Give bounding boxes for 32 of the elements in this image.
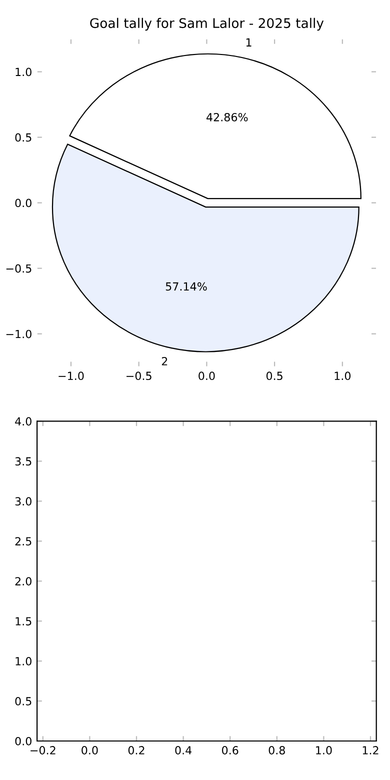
x-tick-label: 1.2 [362, 746, 378, 754]
y-tick-label: 4.0 [15, 417, 32, 426]
slice-label: 2 [162, 357, 168, 366]
y-tick-label: 0.5 [15, 697, 32, 706]
x-tick-label: 0.2 [128, 746, 144, 754]
y-tick-label: 1.0 [16, 68, 32, 76]
y-tick-label: 2.5 [15, 537, 32, 546]
x-tick-label: 0.6 [222, 746, 238, 754]
data-label: 57.14% [166, 282, 207, 291]
x-tick-label: 0.5 [266, 372, 282, 380]
y-tick-label: −0.5 [6, 264, 32, 273]
y-tick-label: 0.0 [15, 736, 32, 746]
x-tick-label: 0.0 [82, 746, 98, 754]
y-tick-label: 0.5 [15, 133, 32, 142]
y-tick-label: 1.0 [16, 657, 32, 666]
y-tick-label: 1.5 [16, 617, 32, 626]
x-tick-label: 0.4 [175, 746, 192, 754]
x-tick-label: −1.0 [58, 372, 84, 380]
data-label: 42.86% [206, 112, 248, 122]
y-tick-label: 3.5 [15, 457, 32, 466]
y-tick-label: −1.0 [6, 330, 32, 338]
y-tick-label: 3.0 [15, 497, 32, 506]
y-tick-label: 2.0 [15, 577, 32, 586]
x-tick-label: 0.0 [198, 372, 215, 380]
x-tick-label: 1.0 [334, 372, 351, 380]
x-tick-label: −0.5 [126, 372, 152, 380]
chart-title: Goal tally for Sam Lalor - 2025 tally [90, 18, 324, 31]
y-tick-label: 0.0 [15, 198, 32, 208]
slice-label: 1 [246, 38, 252, 46]
x-tick-label: 1.0 [316, 746, 332, 754]
x-tick-label: −0.2 [30, 746, 56, 754]
x-tick-label: 0.8 [268, 746, 285, 754]
